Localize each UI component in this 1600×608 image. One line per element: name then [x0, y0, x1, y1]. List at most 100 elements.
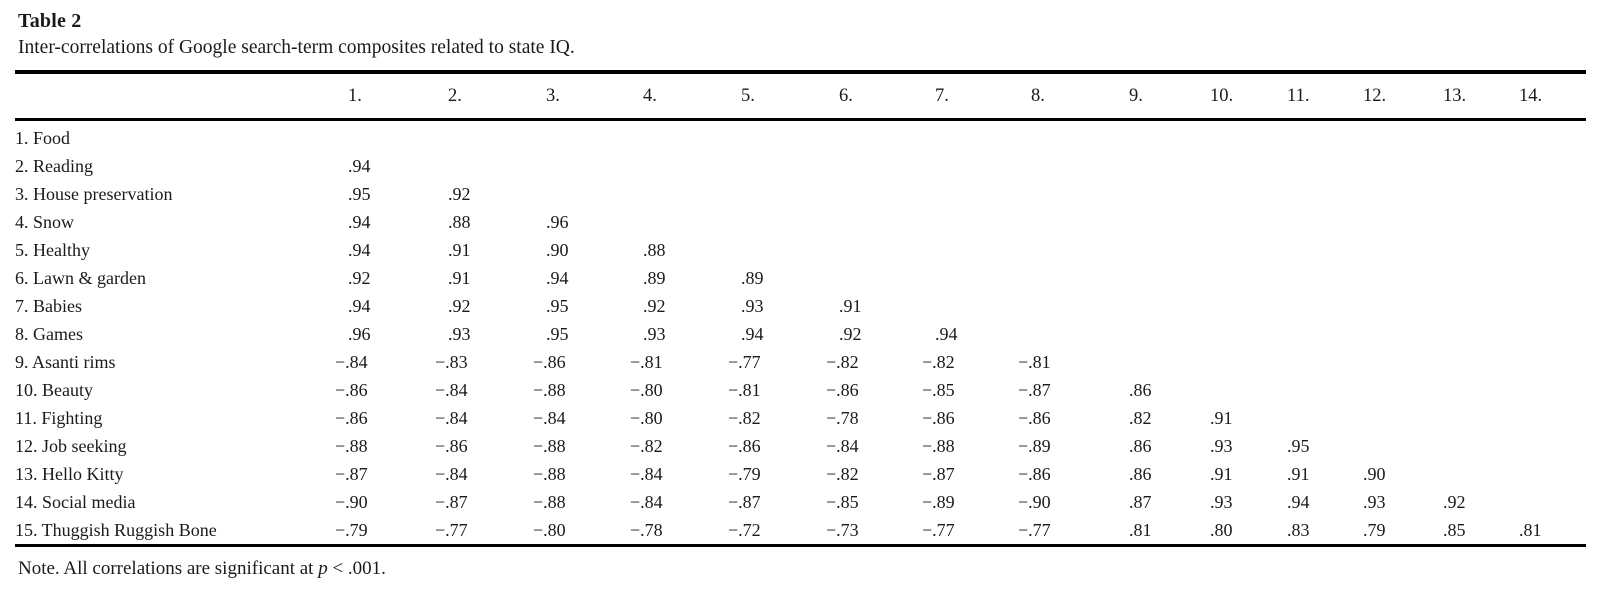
correlation-value: .91 — [1210, 464, 1233, 484]
table-row: 3. House preservation .95 .92 — [15, 180, 1586, 208]
empty-cell — [1350, 208, 1430, 236]
correlation-value: .81 — [1129, 520, 1152, 540]
correlation-value: −.87 — [922, 464, 955, 484]
table-row: 7. Babies .94 .92 .95 .92 .93 .91 — [15, 292, 1586, 320]
correlation-value: .93 — [448, 324, 471, 344]
correlation-value: .86 — [1129, 464, 1152, 484]
correlation-value: −.86 — [1018, 408, 1051, 428]
empty-cell — [1506, 264, 1586, 292]
table-row: 13. Hello Kitty −.87 −.84 −.88 −.84 −.79 −.82 −… — [15, 460, 1586, 488]
empty-cell — [1018, 120, 1116, 153]
correlation-value: −.72 — [728, 520, 761, 540]
table-row: 5. Healthy .94 .91 .90 .88 — [15, 236, 1586, 264]
empty-cell — [1430, 236, 1506, 264]
correlation-value: −.78 — [630, 520, 663, 540]
empty-cell — [630, 208, 728, 236]
correlation-value: −.84 — [630, 464, 663, 484]
table-row: 1. Food — [15, 120, 1586, 153]
table-row: 9. Asanti rims −.84 −.83 −.86 −.81 −.77 −.82 −.… — [15, 348, 1586, 376]
row-label: 11. Fighting — [15, 408, 103, 428]
correlation-value: −.86 — [728, 436, 761, 456]
empty-cell — [1506, 292, 1586, 320]
empty-cell — [826, 152, 922, 180]
correlation-value: .94 — [546, 268, 569, 288]
correlation-value: .89 — [643, 268, 666, 288]
row-label: 5. Healthy — [15, 240, 90, 260]
empty-cell — [1430, 404, 1506, 432]
empty-cell — [1197, 120, 1274, 153]
empty-cell — [1197, 348, 1274, 376]
empty-cell — [1350, 432, 1430, 460]
correlation-value: −.88 — [922, 436, 955, 456]
empty-cell — [1350, 404, 1430, 432]
empty-cell — [1350, 376, 1430, 404]
correlation-table: 1. 2. 3. 4. 5. 6. 7. 8. 9. 10. 11. 12. 13. 14. 1. Food… — [15, 70, 1586, 547]
correlation-value: −.82 — [630, 436, 663, 456]
empty-cell — [728, 120, 826, 153]
row-label: 9. Asanti rims — [15, 352, 116, 372]
correlation-value: −.87 — [335, 464, 368, 484]
correlation-value: .91 — [839, 296, 862, 316]
correlation-value: .96 — [546, 212, 569, 232]
corner-cell — [15, 72, 335, 121]
table-row: 6. Lawn & garden .92 .91 .94 .89 .89 — [15, 264, 1586, 292]
correlation-value: .90 — [1363, 464, 1386, 484]
empty-cell — [1506, 376, 1586, 404]
empty-cell — [1430, 120, 1506, 153]
correlation-value: .95 — [1287, 436, 1310, 456]
correlation-value: .95 — [546, 324, 569, 344]
empty-cell — [1116, 208, 1197, 236]
correlation-value: .91 — [1210, 408, 1233, 428]
empty-cell — [826, 208, 922, 236]
empty-cell — [922, 208, 1018, 236]
column-header: 4. — [630, 72, 728, 121]
empty-cell — [1197, 236, 1274, 264]
empty-cell — [1506, 208, 1586, 236]
correlation-value: .93 — [1210, 492, 1233, 512]
empty-cell — [1506, 404, 1586, 432]
correlation-value: −.82 — [826, 352, 859, 372]
empty-cell — [1274, 404, 1350, 432]
empty-cell — [1274, 208, 1350, 236]
empty-cell — [1274, 348, 1350, 376]
empty-cell — [1506, 236, 1586, 264]
empty-cell — [1018, 152, 1116, 180]
table-row: 10. Beauty −.86 −.84 −.88 −.80 −.81 −.86 −.85 −.… — [15, 376, 1586, 404]
correlation-value: −.77 — [922, 520, 955, 540]
correlation-value: .94 — [348, 156, 371, 176]
correlation-value: −.79 — [728, 464, 761, 484]
correlation-value: .92 — [448, 184, 471, 204]
correlation-value: −.82 — [826, 464, 859, 484]
correlation-value: −.86 — [335, 408, 368, 428]
empty-cell — [728, 152, 826, 180]
empty-cell — [1506, 152, 1586, 180]
correlation-value: .86 — [1129, 380, 1152, 400]
empty-cell — [1274, 292, 1350, 320]
empty-cell — [435, 152, 533, 180]
correlation-value: .86 — [1129, 436, 1152, 456]
row-label: 14. Social media — [15, 492, 136, 512]
correlation-value: −.81 — [1018, 352, 1051, 372]
empty-cell — [1506, 488, 1586, 516]
correlation-value: .82 — [1129, 408, 1152, 428]
correlation-value: .93 — [1363, 492, 1386, 512]
empty-cell — [630, 152, 728, 180]
correlation-value: −.86 — [335, 380, 368, 400]
row-label: 6. Lawn & garden — [15, 268, 146, 288]
empty-cell — [533, 180, 630, 208]
correlation-value: −.87 — [435, 492, 468, 512]
empty-cell — [533, 152, 630, 180]
correlation-value: .91 — [448, 268, 471, 288]
empty-cell — [1350, 348, 1430, 376]
empty-cell — [1197, 208, 1274, 236]
correlation-value: .91 — [1287, 464, 1310, 484]
empty-cell — [1506, 120, 1586, 153]
empty-cell — [826, 264, 922, 292]
column-header: 14. — [1506, 72, 1586, 121]
correlation-value: −.89 — [922, 492, 955, 512]
empty-cell — [1116, 348, 1197, 376]
table-row: 11. Fighting −.86 −.84 −.84 −.80 −.82 −.78 −.86… — [15, 404, 1586, 432]
empty-cell — [1116, 320, 1197, 348]
empty-cell — [1430, 320, 1506, 348]
